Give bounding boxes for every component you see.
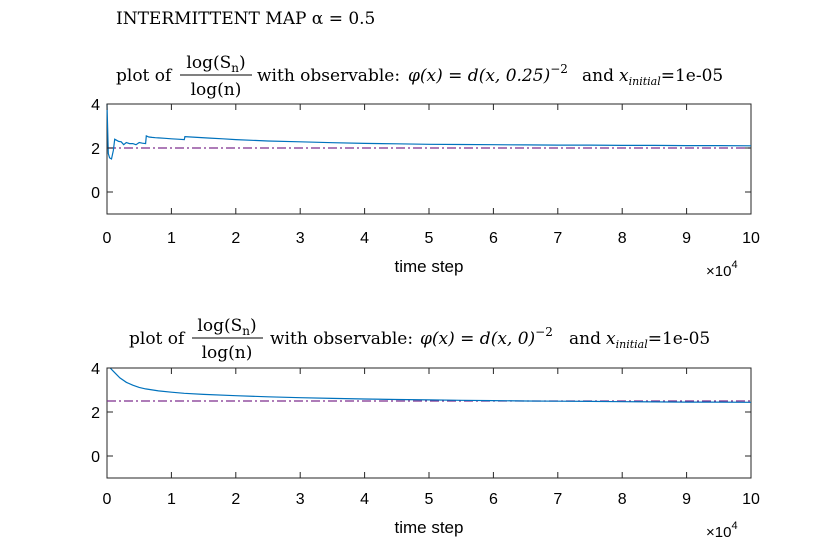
- chart-1-xtick-label: 5: [425, 230, 434, 247]
- chart-2-ytick-label: 0: [91, 449, 100, 466]
- chart-2-xtick-label: 3: [296, 491, 305, 508]
- chart-2-title-xinit: xinitial=1e-05: [606, 329, 710, 351]
- chart-1-xtick-label: 10: [742, 230, 760, 247]
- chart-1-xtick-label: 8: [618, 230, 627, 247]
- chart-1-xtick-label: 7: [553, 230, 562, 247]
- chart-1: 0 1 2 3 4 5 6 7 8 9 10 0 2 4 time step ×104: [91, 97, 760, 280]
- chart-1-ytick-label: 2: [91, 141, 100, 158]
- chart-1-ytick-label: 0: [91, 185, 100, 202]
- chart-2-title-and: and: [569, 329, 601, 349]
- chart-2-title-frac-den: log(n): [202, 343, 253, 363]
- chart-1-title: plot of log(Sn) log(n) with observable: …: [116, 53, 723, 100]
- chart-1-title-and: and: [582, 66, 614, 86]
- chart-2-xtick-label: 6: [489, 491, 498, 508]
- chart-2-xtick-label: 9: [682, 491, 691, 508]
- chart-1-title-mid: with observable:: [257, 66, 400, 86]
- chart-2-xtick-label: 8: [618, 491, 627, 508]
- chart-2-title-mid: with observable:: [270, 329, 413, 349]
- chart-2-xlabel: time step: [395, 518, 464, 537]
- chart-1-title-prefix: plot of: [116, 66, 173, 86]
- chart-1-xlabel: time step: [395, 257, 464, 276]
- chart-2-title: plot of log(Sn) log(n) with observable: …: [129, 316, 710, 363]
- chart-2-xtick-label: 1: [167, 491, 176, 508]
- chart-1-title-phi: φ(x) = d(x, 0.25)−2: [408, 62, 568, 86]
- chart-1-xtick-label: 6: [489, 230, 498, 247]
- chart-2-xtick-label: 4: [360, 491, 369, 508]
- chart-1-xtick-label: 4: [360, 230, 369, 247]
- chart-2-series-line: [109, 367, 752, 403]
- figure-suptitle: INTERMITTENT MAP α = 0.5: [116, 9, 375, 29]
- chart-2-ytick-label: 4: [91, 361, 100, 378]
- chart-2-ytick-label: 2: [91, 405, 100, 422]
- chart-1-xtick-label: 0: [103, 230, 112, 247]
- chart-2-x-multiplier: ×104: [706, 520, 738, 541]
- chart-1-title-xinit: xinitial=1e-05: [619, 66, 723, 88]
- chart-1-ytick-label: 4: [91, 97, 100, 114]
- chart-1-xtick-label: 1: [167, 230, 176, 247]
- chart-1-axes-box: [106, 103, 752, 215]
- chart-2-title-frac-num: log(Sn): [197, 316, 256, 338]
- chart-2-axes-box: [106, 367, 752, 479]
- chart-2: 0 1 2 3 4 5 6 7 8 9 10 0 2 4 time step ×104: [91, 361, 760, 541]
- chart-2-title-prefix: plot of: [129, 329, 186, 349]
- chart-1-xtick-label: 2: [231, 230, 240, 247]
- chart-2-xtick-label: 10: [742, 491, 760, 508]
- chart-2-title-phi: φ(x) = d(x, 0)−2: [420, 325, 553, 349]
- chart-2-xtick-label: 7: [553, 491, 562, 508]
- chart-2-xtick-label: 5: [425, 491, 434, 508]
- chart-2-xtick-label: 0: [103, 491, 112, 508]
- chart-2-xtick-label: 2: [231, 491, 240, 508]
- chart-1-xtick-label: 9: [682, 230, 691, 247]
- chart-1-title-frac-num: log(Sn): [186, 53, 245, 75]
- chart-1-xtick-label: 3: [296, 230, 305, 247]
- chart-1-x-multiplier: ×104: [706, 259, 738, 280]
- chart-1-series-line: [106, 103, 752, 160]
- chart-1-title-frac-den: log(n): [191, 80, 242, 100]
